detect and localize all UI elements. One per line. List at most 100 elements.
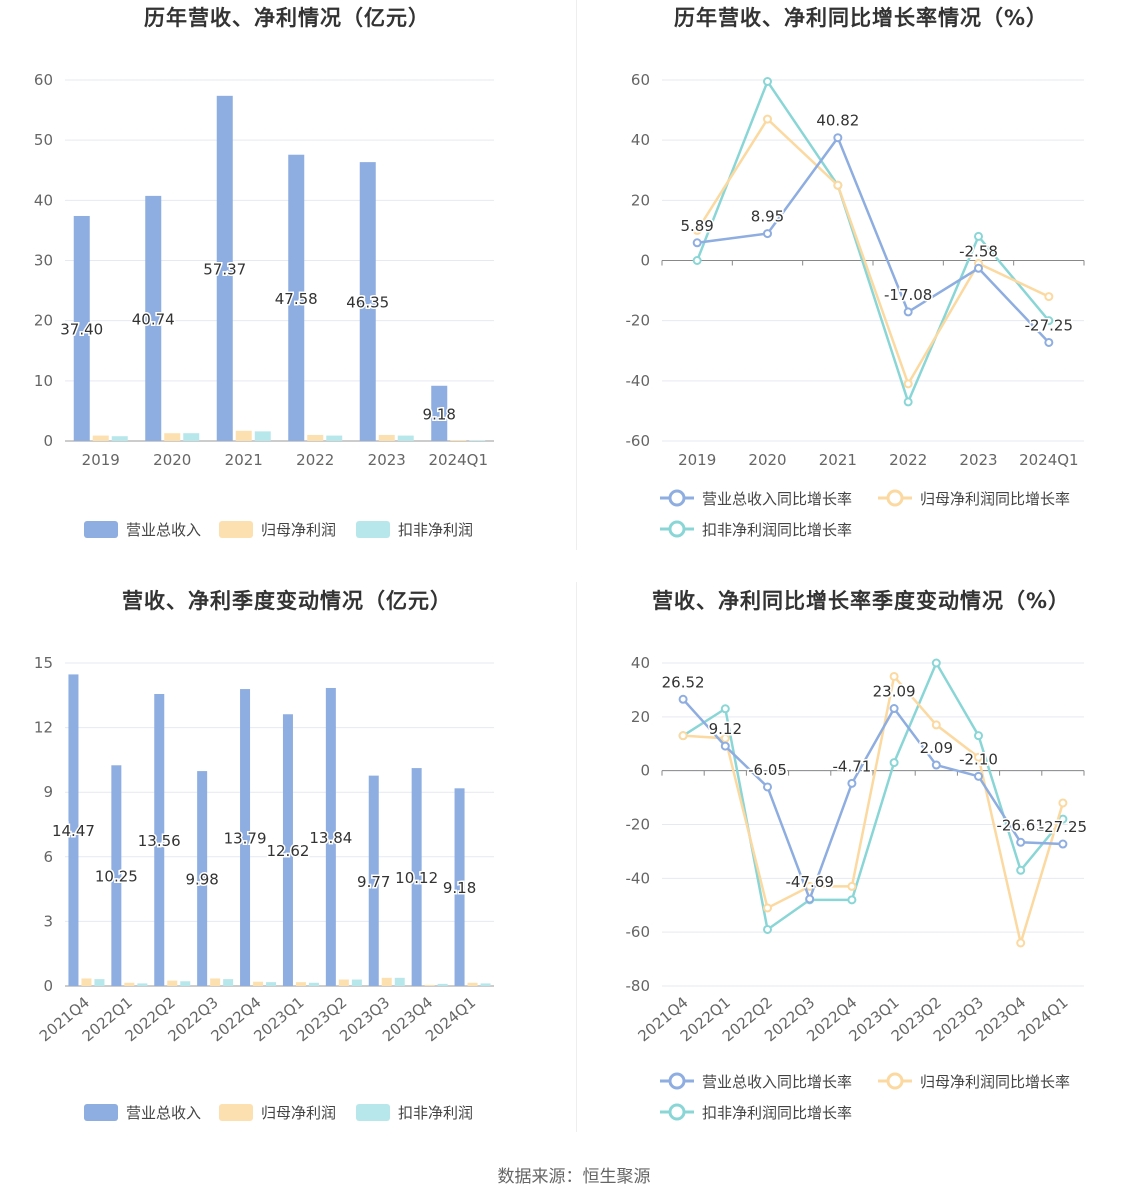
data-point-net-profit-growth: [763, 114, 772, 124]
legend-swatch: [84, 521, 118, 538]
data-point-deducted-profit-growth: [1016, 865, 1026, 875]
legend-label: 归母净利润: [261, 521, 336, 539]
data-point-revenue-growth: [692, 238, 702, 248]
x-tick-label: 2023: [959, 451, 997, 469]
bar-revenue: [216, 95, 233, 442]
bar-revenue: [454, 788, 465, 986]
data-point-revenue-growth: [833, 133, 843, 143]
bar-value-label: 14.47: [52, 822, 95, 840]
y-tick-label: 0: [640, 252, 650, 270]
y-tick-label: -60: [626, 432, 651, 450]
data-label: 2.09: [920, 739, 953, 757]
x-tick-label: 2020: [748, 451, 786, 469]
bar-deducted-profit: [266, 982, 277, 986]
data-point-revenue-growth: [974, 263, 983, 273]
bar-deducted-profit: [308, 982, 319, 986]
series-line-revenue-growth: [697, 135, 1050, 344]
data-point-net-profit-growth: [903, 379, 913, 389]
y-tick-label: 40: [34, 191, 53, 209]
data-point-revenue-growth: [974, 771, 983, 781]
bar-net-profit: [235, 430, 252, 441]
bar-revenue: [359, 162, 376, 441]
data-point-deducted-profit-growth: [763, 77, 772, 87]
data-label: 26.52: [662, 673, 705, 691]
data-label: -2.10: [959, 750, 998, 768]
data-point-revenue-growth: [720, 741, 730, 751]
data-point-deducted-profit-growth: [903, 397, 913, 407]
data-point-revenue-growth: [763, 782, 772, 792]
data-source: 数据来源：恒生聚源: [497, 1167, 651, 1187]
bar-net-profit: [467, 982, 478, 986]
y-tick-label: 0: [640, 762, 650, 780]
bar-net-profit: [124, 982, 135, 986]
legend-swatch: [356, 1104, 390, 1121]
bar-deducted-profit: [469, 440, 486, 441]
data-point-net-profit-growth: [847, 881, 857, 891]
bar-net-profit: [210, 978, 221, 986]
data-label: -4.71: [832, 757, 871, 775]
bar-deducted-profit: [137, 983, 148, 986]
bar-net-profit: [164, 433, 181, 441]
bar-revenue: [325, 687, 336, 986]
bar-deducted-profit: [480, 983, 491, 986]
data-label: 23.09: [873, 683, 916, 701]
data-point-net-profit-growth: [678, 731, 688, 741]
legend-marker: [886, 1072, 904, 1090]
bar-net-profit: [92, 435, 109, 441]
bar-value-label: 40.74: [132, 310, 175, 328]
legend-label: 营业总收入同比增长率: [702, 490, 852, 508]
y-tick-label: -20: [626, 312, 651, 330]
legend-swatch: [219, 1104, 253, 1121]
y-tick-label: 0: [43, 977, 53, 995]
data-label: -17.08: [884, 286, 932, 304]
bar-value-label: 9.98: [185, 871, 218, 889]
vertical-divider-top: [576, 0, 577, 550]
bar-deducted-profit: [223, 979, 234, 986]
y-tick-label: -40: [626, 869, 651, 887]
data-point-deducted-profit-growth: [1044, 316, 1054, 326]
chart-title: 营收、净利同比增长率季度变动情况（%）: [651, 589, 1071, 613]
bar-deducted-profit: [326, 435, 343, 441]
data-point-deducted-profit-growth: [763, 924, 772, 934]
data-point-deducted-profit-growth: [974, 731, 983, 741]
bar-net-profit: [378, 434, 395, 441]
bar-value-label: 57.37: [203, 260, 246, 278]
bar-net-profit: [450, 440, 467, 441]
bar-value-label: 12.62: [266, 842, 309, 860]
chart-title: 历年营收、净利情况（亿元）: [144, 6, 430, 30]
bar-deducted-profit: [254, 431, 271, 441]
bar-net-profit: [81, 978, 92, 986]
y-tick-label: 60: [631, 71, 650, 89]
legend-label: 扣非净利润同比增长率: [702, 521, 852, 539]
y-tick-label: 0: [43, 432, 53, 450]
legend-label: 营业总收入同比增长率: [702, 1073, 852, 1091]
data-point-revenue-growth: [763, 229, 772, 239]
legend-swatch: [219, 521, 253, 538]
y-tick-label: -80: [626, 977, 651, 995]
bar-value-label: 13.56: [138, 832, 181, 850]
bar-revenue: [197, 771, 208, 986]
series-line-revenue-growth: [682, 698, 1063, 903]
bar-net-profit: [253, 981, 264, 986]
bar-value-label: 9.77: [357, 873, 390, 891]
bar-deducted-profit: [183, 433, 200, 441]
bar-value-label: 13.84: [309, 829, 352, 847]
data-point-deducted-profit-growth: [847, 895, 857, 905]
legend-label: 扣非净利润: [398, 521, 473, 539]
bar-revenue: [411, 768, 422, 986]
series-line-deducted-profit-growth: [696, 78, 1050, 406]
bar-net-profit: [167, 980, 178, 986]
quarterly-line-svg: -80-60-40-20020402021Q42022Q12022Q22022Q…: [626, 654, 1089, 1122]
y-tick-label: 6: [43, 848, 53, 866]
annual-revenue-profit-chart: 历年营收、净利情况（亿元） 0 10 20 30 40 50 60 37.40 2019 40.7…: [0, 0, 574, 575]
series-line-net-profit-growth: [696, 117, 1050, 387]
quarterly-growth-rate-chart: 营收、净利同比增长率季度变动情况（%） -80 -60 -40 -20 0 20 40 202…: [574, 583, 1148, 1158]
y-tick-label: 15: [34, 654, 53, 672]
legend-label: 营业总收入: [126, 1104, 201, 1122]
legend-label: 归母净利润同比增长率: [920, 490, 1070, 508]
x-tick-label: 2021: [225, 451, 263, 469]
annual-line-svg: -60 -40 -20 0 20 40 60 2019 2020 2021 2022 2023 2024…: [626, 71, 1085, 539]
data-point-revenue-growth: [931, 760, 941, 770]
bar-net-profit: [338, 979, 349, 986]
data-point-net-profit-growth: [931, 720, 941, 730]
